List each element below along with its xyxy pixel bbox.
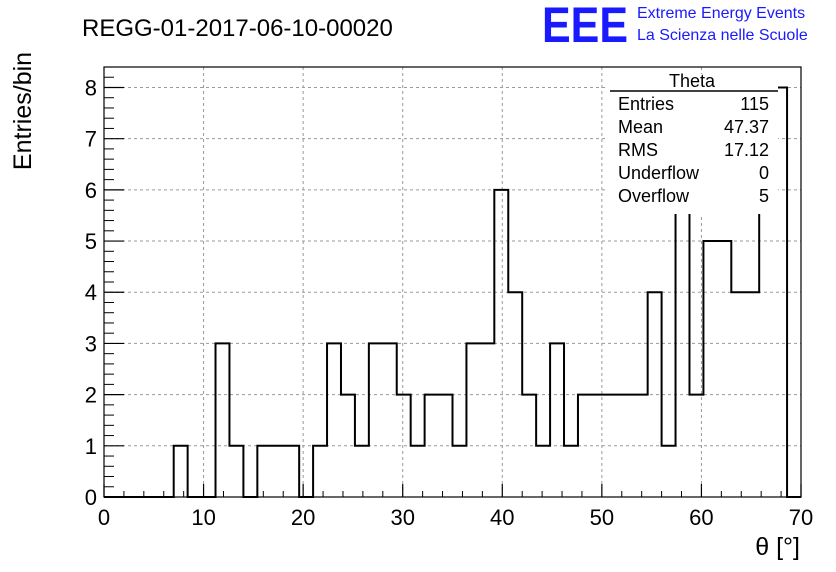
eee-logo: EEE	[542, 0, 628, 53]
x-axis-label: θ [°]	[755, 533, 800, 561]
x-tick-label: 40	[490, 505, 514, 530]
x-tick-labels: 0 10 20 30 40 50 60 70	[98, 505, 813, 530]
x-tick-label: 10	[191, 505, 215, 530]
y-tick-label: 6	[85, 178, 97, 203]
x-tick-label: 0	[98, 505, 110, 530]
stats-label-mean: Mean	[618, 117, 663, 137]
stats-value-rms: 17.12	[724, 140, 769, 160]
y-tick-label: 7	[85, 127, 97, 152]
y-axis-label: Entries/bin	[9, 52, 37, 170]
y-tick-label: 8	[85, 75, 97, 100]
x-tick-label: 70	[789, 505, 813, 530]
x-tick-label: 60	[689, 505, 713, 530]
stats-value-overflow: 5	[759, 186, 769, 206]
stats-label-entries: Entries	[618, 94, 674, 114]
y-tick-label: 0	[85, 485, 97, 510]
y-tick-label: 5	[85, 229, 97, 254]
stats-label-rms: RMS	[618, 140, 658, 160]
stats-box: Theta Entries 115 Mean 47.37 RMS 17.12 U…	[608, 71, 778, 214]
stats-value-underflow: 0	[759, 163, 769, 183]
stats-label-underflow: Underflow	[618, 163, 700, 183]
histogram-line	[104, 86, 801, 498]
logo-subtitle-1: Extreme Energy Events	[637, 5, 805, 22]
y-tick-label: 1	[85, 434, 97, 459]
stats-label-overflow: Overflow	[618, 186, 690, 206]
stats-value-mean: 47.37	[724, 117, 769, 137]
logo-subtitle-2: La Scienza nelle Scuole	[637, 27, 808, 44]
x-tick-label: 30	[390, 505, 414, 530]
chart-title: REGG-01-2017-06-10-00020	[82, 15, 393, 42]
y-tick-labels: 0 1 2 3 4 5 6 7 8	[85, 75, 97, 510]
stats-title: Theta	[669, 71, 716, 91]
y-tick-label: 3	[85, 331, 97, 356]
y-tick-label: 2	[85, 383, 97, 408]
x-tick-label: 50	[590, 505, 614, 530]
stats-box-background	[608, 74, 778, 214]
x-tick-label: 20	[291, 505, 315, 530]
axis-ticks	[103, 66, 802, 498]
y-tick-label: 4	[85, 280, 97, 305]
stats-value-entries: 115	[740, 94, 769, 114]
